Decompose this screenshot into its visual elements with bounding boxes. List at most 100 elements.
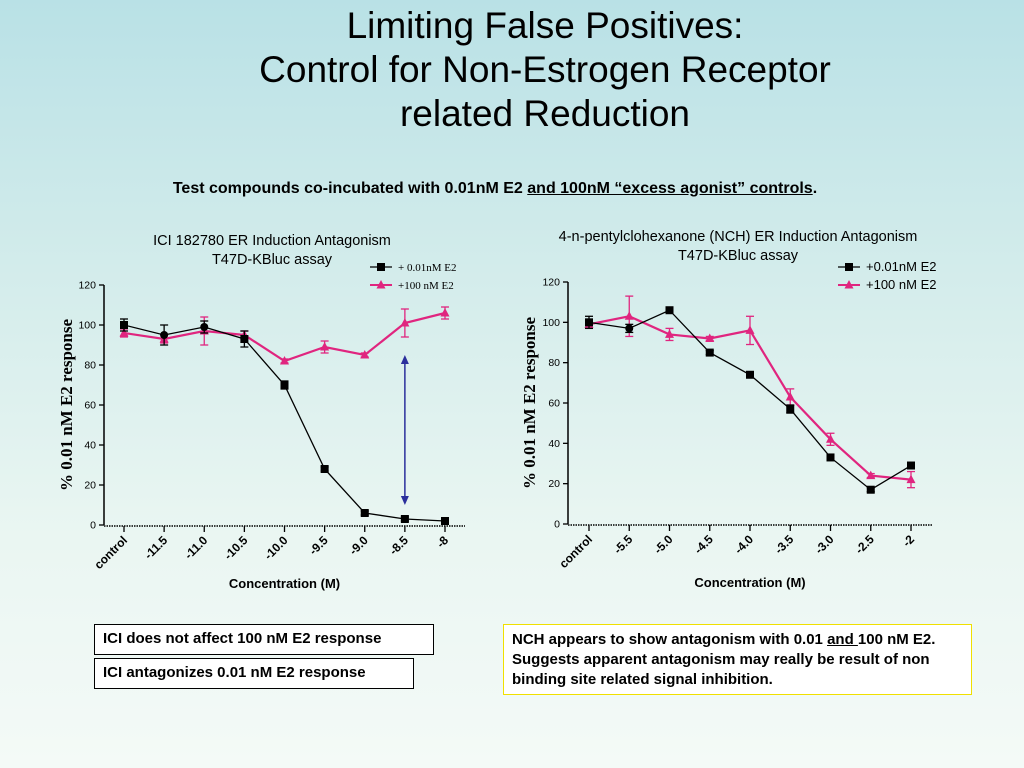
ici-data-point <box>120 321 128 329</box>
ici-legend-label: +100 nM E2 <box>398 280 454 292</box>
ici-x-tick-label: -9.0 <box>346 533 371 558</box>
nch-y-tick-label: 80 <box>548 357 560 369</box>
nch-y-axis-label: % 0.01 nM E2 response <box>520 317 539 490</box>
ici-annotation-arrow-head-bottom <box>400 496 409 505</box>
slide-title-line-2: Control for Non-Estrogen Receptor <box>259 49 831 90</box>
subtitle-text-end: . <box>812 180 818 197</box>
ici-data-point <box>400 318 410 327</box>
ici-series-line <box>123 311 446 363</box>
nch-data-point <box>624 311 634 320</box>
slide-subtitle: Test compounds co-incubated with 0.01nM … <box>0 180 990 198</box>
ici-x-tick-label: -9.5 <box>306 533 331 558</box>
nch-chart-title-line: 4-n-pentylclohexanone (NCH) ER Induction… <box>559 229 918 245</box>
ici-series-line <box>123 324 446 522</box>
nch-y-tick-label: 100 <box>542 317 560 329</box>
nch-x-tick-label: -4.5 <box>691 532 716 557</box>
nch-data-point <box>866 485 875 494</box>
nch-y-tick-label: 60 <box>548 398 560 410</box>
nch-note: NCH appears to show antagonism with 0.01… <box>503 624 972 695</box>
ici-data-point <box>119 328 129 337</box>
ici-data-point <box>360 509 369 517</box>
nch-y-tick-label: 40 <box>548 438 560 450</box>
ici-data-point <box>441 517 449 525</box>
ici-legend-marker <box>376 280 386 289</box>
ici-annotation-arrow-head-top <box>400 355 409 364</box>
ici-y-tick-label: 100 <box>78 320 96 332</box>
nch-chart-title-line: T47D-KBluc assay <box>678 248 799 264</box>
ici-data-point <box>280 356 289 365</box>
nch-x-tick-label: -2 <box>900 532 918 550</box>
ici-data-point <box>360 350 370 359</box>
nch-y-tick-label: 20 <box>548 478 560 490</box>
slide-title: Limiting False Positives: Control for No… <box>0 4 1024 136</box>
ici-y-tick-label: 20 <box>84 480 96 492</box>
ici-data-point <box>400 515 409 523</box>
nch-x-tick-label: -2.5 <box>852 532 877 557</box>
nch-data-point <box>705 348 714 357</box>
ici-data-point <box>200 323 209 331</box>
nch-x-tick-label: -5.5 <box>611 532 636 557</box>
nch-data-point <box>826 434 835 443</box>
nch-legend-label: +0.01nM E2 <box>866 259 936 274</box>
nch-y-tick-label: 0 <box>554 519 560 531</box>
nch-legend-marker <box>845 263 853 271</box>
ici-data-point <box>240 335 249 343</box>
ici-data-point <box>320 465 329 473</box>
ici-legend-marker <box>377 263 385 271</box>
nch-data-point <box>866 470 876 480</box>
ici-data-point <box>320 342 330 351</box>
nch-data-point <box>665 306 674 315</box>
ici-data-point <box>160 331 169 339</box>
slide-title-line-1: Limiting False Positives: <box>346 5 744 46</box>
ici-x-tick-label: -11.0 <box>182 533 211 562</box>
ici-note-100nm: ICI does not affect 100 nM E2 response <box>94 624 434 655</box>
ici-x-tick-label: -10.5 <box>221 533 250 562</box>
nch-legend-marker <box>844 280 854 289</box>
nch-data-point <box>585 318 593 327</box>
nch-data-point <box>786 405 795 414</box>
nch-x-tick-label: -5.0 <box>651 532 676 557</box>
ici-x-tick-label: -8.5 <box>386 533 411 558</box>
nch-legend-label: +100 nM E2 <box>866 277 936 292</box>
ici-chart-title-line: T47D-KBluc assay <box>212 252 333 268</box>
ici-y-tick-label: 0 <box>90 520 96 532</box>
ici-x-tick-label: -11.5 <box>141 533 170 562</box>
ici-data-point <box>280 381 289 389</box>
ici-legend-label: + 0.01nM E2 <box>398 262 456 274</box>
nch-note-text-2: 100 nM E2. Suggests apparent antagonism … <box>512 631 936 688</box>
nch-data-point <box>785 391 795 401</box>
nch-x-tick-label: -4.0 <box>732 532 757 557</box>
nch-data-point <box>906 474 916 484</box>
nch-x-tick-label: -3.0 <box>812 532 837 557</box>
subtitle-text-1: Test compounds co-incubated with 0.01nM … <box>172 180 528 197</box>
nch-chart: 4-n-pentylclohexanone (NCH) ER Induction… <box>520 229 936 590</box>
ici-y-tick-label: 40 <box>84 440 96 452</box>
nch-y-tick-label: 120 <box>542 277 560 289</box>
ici-x-axis-label: Concentration (M) <box>229 576 340 591</box>
ici-y-tick-label: 60 <box>84 400 96 412</box>
nch-data-point <box>826 453 835 462</box>
ici-x-tick-label: control <box>91 533 130 572</box>
nch-data-point <box>745 325 755 334</box>
ici-y-axis-label: % 0.01 nM E2 response <box>57 319 76 492</box>
nch-data-point <box>746 370 754 379</box>
subtitle-text-underlined: and 100nM “excess agonist” controls <box>527 180 813 197</box>
nch-x-axis-label: Concentration (M) <box>694 575 805 590</box>
ici-note-001nm: ICI antagonizes 0.01 nM E2 response <box>94 658 414 689</box>
ici-y-tick-label: 80 <box>84 360 96 372</box>
nch-data-point <box>665 329 674 338</box>
ici-data-point <box>440 308 450 317</box>
nch-data-point <box>625 324 634 333</box>
nch-note-text-1: NCH appears to show antagonism with 0.01 <box>512 631 828 648</box>
ici-x-tick-label: -10.0 <box>261 533 290 562</box>
ici-y-tick-label: 120 <box>78 280 96 292</box>
nch-data-point <box>907 461 915 470</box>
nch-note-text-underlined: and <box>827 631 858 648</box>
ici-x-tick-label: -8 <box>434 533 452 551</box>
ici-chart-title-line: ICI 182780 ER Induction Antagonism <box>153 233 391 249</box>
ici-chart: ICI 182780 ER Induction Antagonism T47D-K… <box>57 233 465 591</box>
slide-title-line-3: related Reduction <box>399 93 691 134</box>
nch-data-point <box>705 333 715 342</box>
nch-x-tick-label: -3.5 <box>772 532 797 557</box>
nch-x-tick-label: control <box>556 532 595 571</box>
